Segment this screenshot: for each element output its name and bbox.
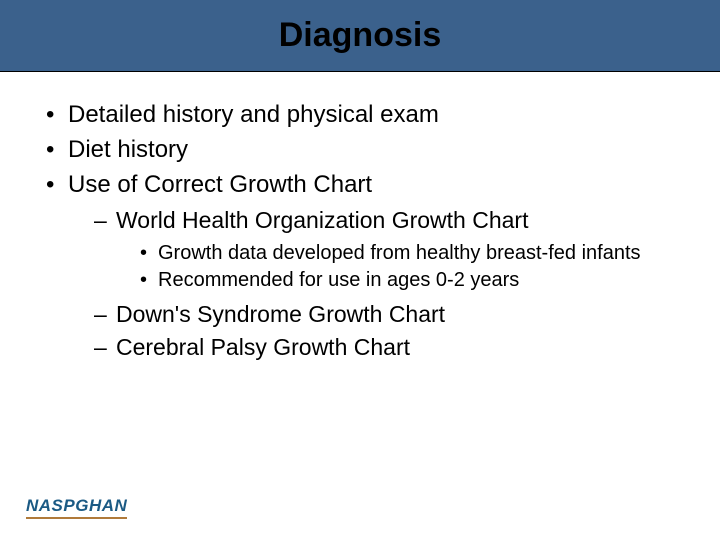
title-bar: Diagnosis bbox=[0, 0, 720, 72]
slide-title: Diagnosis bbox=[279, 16, 441, 55]
list-item: Down's Syndrome Growth Chart bbox=[94, 298, 690, 331]
list-item: Diet history bbox=[46, 133, 690, 168]
bullet-list-level2: World Health Organization Growth Chart G… bbox=[94, 204, 690, 364]
logo-text: NASPGHAN bbox=[26, 496, 127, 519]
bullet-list-level3: Growth data developed from healthy breas… bbox=[140, 240, 690, 294]
bullet-list-level1: Detailed history and physical exam Diet … bbox=[46, 98, 690, 364]
list-item: Recommended for use in ages 0-2 years bbox=[140, 267, 690, 294]
list-item: Use of Correct Growth Chart World Health… bbox=[46, 168, 690, 365]
list-item: Cerebral Palsy Growth Chart bbox=[94, 331, 690, 364]
list-item: World Health Organization Growth Chart G… bbox=[94, 204, 690, 293]
list-item-text: World Health Organization Growth Chart bbox=[116, 207, 528, 233]
slide-content: Detailed history and physical exam Diet … bbox=[0, 72, 720, 364]
list-item: Detailed history and physical exam bbox=[46, 98, 690, 133]
naspghan-logo: NASPGHAN bbox=[26, 496, 166, 520]
list-item: Growth data developed from healthy breas… bbox=[140, 240, 690, 267]
list-item-text: Use of Correct Growth Chart bbox=[68, 171, 372, 198]
